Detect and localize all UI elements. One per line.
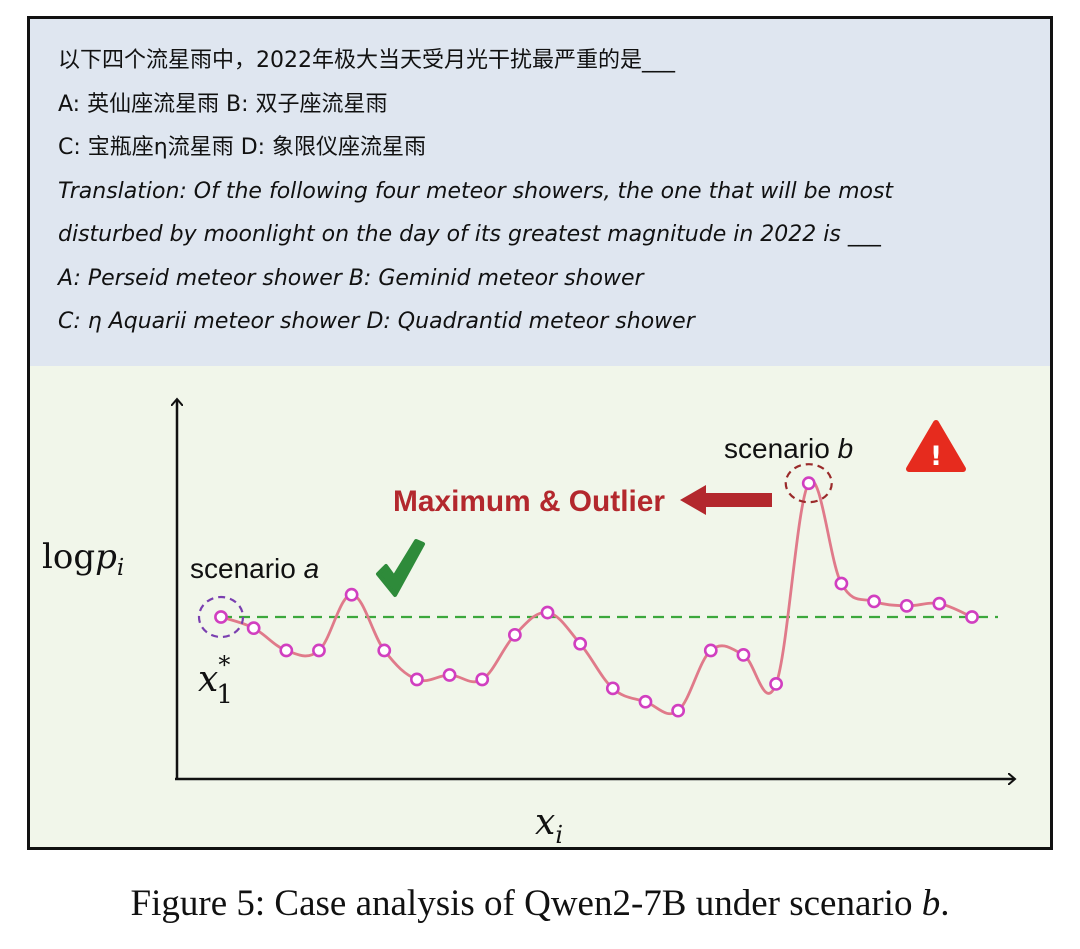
x1-star-label: x* 1 [198,651,233,710]
data-point [867,594,881,609]
data-point [801,476,816,491]
data-point [279,643,294,658]
options-zh-cd: C: 宝瓶座η流星雨 D: 象限仪座流星雨 [58,135,427,160]
data-point [442,668,457,682]
data-point [573,636,588,651]
plot-panel: logpi xi x* 1 scenario a scenario b ! Max… [30,366,1050,849]
data-point [540,605,555,620]
data-point [638,694,653,709]
options-en-cd: C: η Aquarii meteor shower D: Quadrantid… [58,309,695,334]
warning-triangle-icon: ! [906,420,966,472]
options-zh-ab: A: 英仙座流星雨 B: 双子座流星雨 [58,91,388,117]
data-point [769,676,783,691]
data-point [703,643,718,658]
scenario-b-label: scenario b [724,433,853,464]
data-point [932,596,947,611]
check-icon [376,539,425,597]
data-point [834,576,849,591]
outlier-label: Maximum & Outlier [393,485,665,518]
data-point [899,598,914,613]
data-point [605,681,620,696]
figure-box: 以下四个流星雨中，2022年极大当天受月光干扰最严重的是___ A: 英仙座流星… [27,16,1053,850]
data-point [214,610,228,624]
translation-line-1: Translation: Of the following four meteo… [58,178,894,204]
data-point [965,610,979,624]
x-axis-label: xi [535,802,563,849]
translation-line-2: disturbed by moonlight on the day of its… [58,222,881,247]
data-point [475,672,490,687]
options-en-ab: A: Perseid meteor shower B: Geminid mete… [58,265,644,291]
scenario-b-highlight-circle [784,463,833,504]
scenario-a-label: scenario a [190,553,319,584]
data-point [377,643,392,658]
figure-caption: Figure 5: Case analysis of Qwen2-7B unde… [130,883,950,924]
left-arrow-icon [680,485,772,515]
svg-text:!: ! [930,441,942,472]
plot-svg: logpi xi x* 1 scenario a scenario b ! Max… [42,366,1050,849]
data-point [671,703,686,718]
data-point [736,648,751,662]
scenario-a-highlight-circle [197,595,245,639]
data-point [312,643,326,658]
data-points [214,476,979,718]
data-point [344,587,359,602]
y-axis-label: logpi [42,537,124,581]
data-point [410,672,424,687]
question-panel: 以下四个流星雨中，2022年极大当天受月光干扰最严重的是___ A: 英仙座流星… [30,19,1050,366]
data-point [507,627,522,642]
data-point [246,621,261,636]
question-zh: 以下四个流星雨中，2022年极大当天受月光干扰最严重的是___ [58,48,675,73]
